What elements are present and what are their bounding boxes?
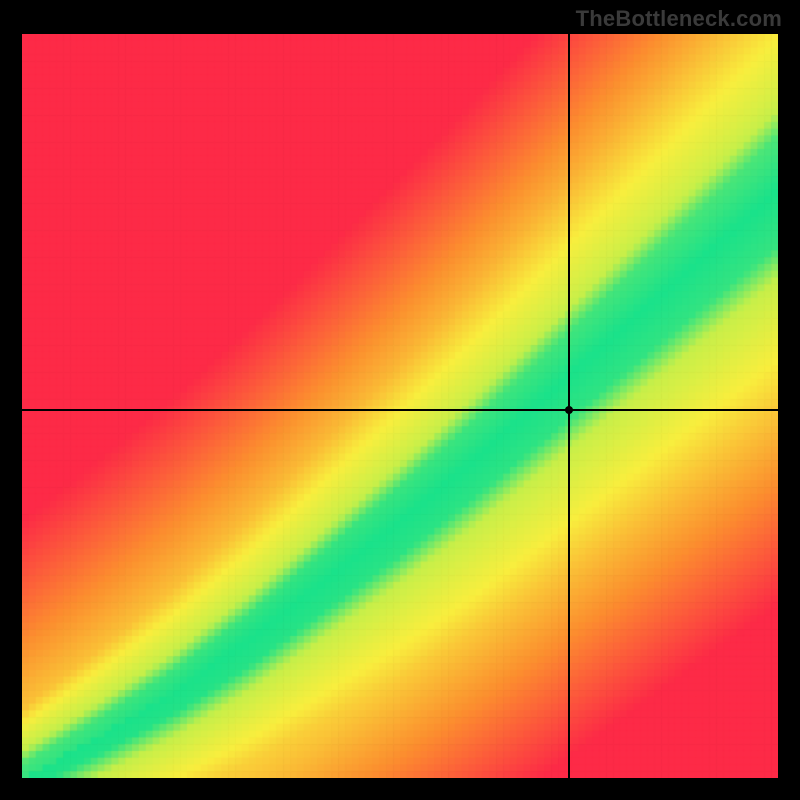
- crosshair-dot: [565, 406, 573, 414]
- watermark-text: TheBottleneck.com: [576, 6, 782, 32]
- chart-container: { "watermark": "TheBottleneck.com", "lay…: [0, 0, 800, 800]
- heatmap-canvas: [22, 34, 778, 778]
- crosshair-horizontal: [22, 409, 778, 410]
